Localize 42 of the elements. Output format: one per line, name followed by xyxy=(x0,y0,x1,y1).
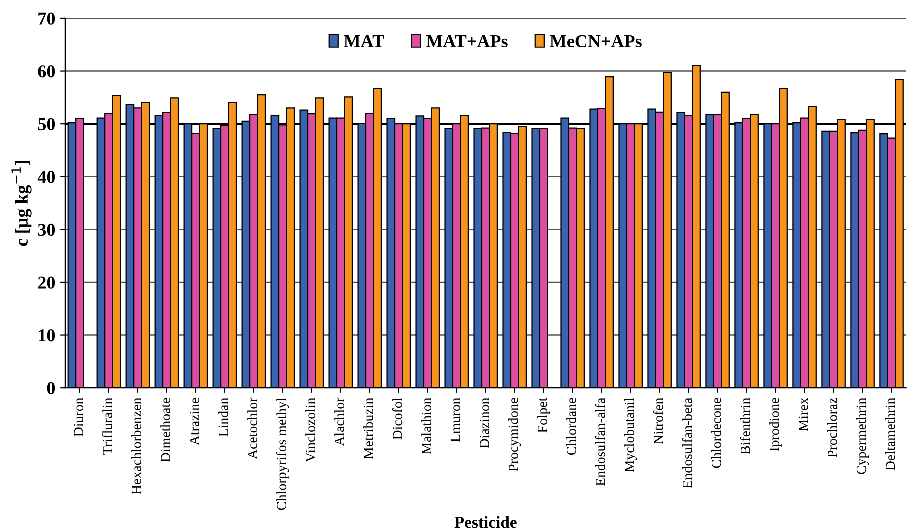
x-tick-label: Endosulfan-alfa xyxy=(595,398,606,486)
y-tick-label: 20 xyxy=(38,276,56,289)
x-tick-label: Dimethoate xyxy=(160,398,170,462)
x-tick-label: Chlordecone xyxy=(712,398,722,468)
x-tick-label: Chlordane xyxy=(566,398,576,456)
x-tick-label: Cypermethrin xyxy=(856,398,870,474)
x-tick-label: Lmuron xyxy=(451,398,460,442)
legend-label: MeCN+APs xyxy=(550,35,642,48)
x-tick-label: Metribuzin xyxy=(364,398,374,460)
y-tick-label: 30 xyxy=(38,224,56,236)
x-axis-title: Pesticide xyxy=(454,516,517,528)
legend-label: MAT+APs xyxy=(426,35,508,48)
x-tick-label: Vinclozolin xyxy=(306,398,316,462)
y-tick-label: 40 xyxy=(38,171,56,184)
x-tick-label: Trifluralin xyxy=(102,398,112,455)
x-tick-label: Diuron xyxy=(74,398,84,437)
x-tick-label: Procymidone xyxy=(508,398,522,472)
y-tick-label: 50 xyxy=(38,118,56,131)
x-tick-label: Malathion xyxy=(422,398,432,454)
x-tick-label: Atrazine xyxy=(190,398,200,446)
y-axis-title: c [µg kg$^{−1}$] xyxy=(12,161,32,246)
x-tick-label: Folpet xyxy=(538,398,550,433)
x-tick-label: Bifenthrin xyxy=(740,398,750,454)
x-tick-label: Alachlor xyxy=(334,398,344,446)
x-tick-label: Mirex xyxy=(798,398,808,432)
y-tick-label: 70 xyxy=(38,12,56,25)
legend-label: MAT xyxy=(344,35,384,48)
y-tick-label: 10 xyxy=(39,330,56,342)
x-tick-label: Myclobutanil xyxy=(624,398,638,472)
x-tick-label: Acetochlor xyxy=(248,398,258,460)
x-tick-label: Diazinon xyxy=(480,398,490,448)
x-tick-label: Prochloraz xyxy=(827,398,838,458)
y-tick-label: 60 xyxy=(38,66,56,78)
x-tick-label: Hexachlorbenzen xyxy=(132,398,142,495)
y-tick-label: 0 xyxy=(47,382,56,395)
x-tick-label: Chlorpyrifos methyl xyxy=(276,398,290,510)
x-tick-label: Iprodione xyxy=(770,398,782,452)
x-tick-label: Dicofol xyxy=(392,398,402,440)
x-tick-label: Nitrofen xyxy=(653,398,664,444)
x-tick-label: Deltamethrin xyxy=(885,398,896,471)
x-tick-label: Lindan xyxy=(218,398,228,437)
x-tick-label: Endosulfan-beta xyxy=(682,398,692,488)
